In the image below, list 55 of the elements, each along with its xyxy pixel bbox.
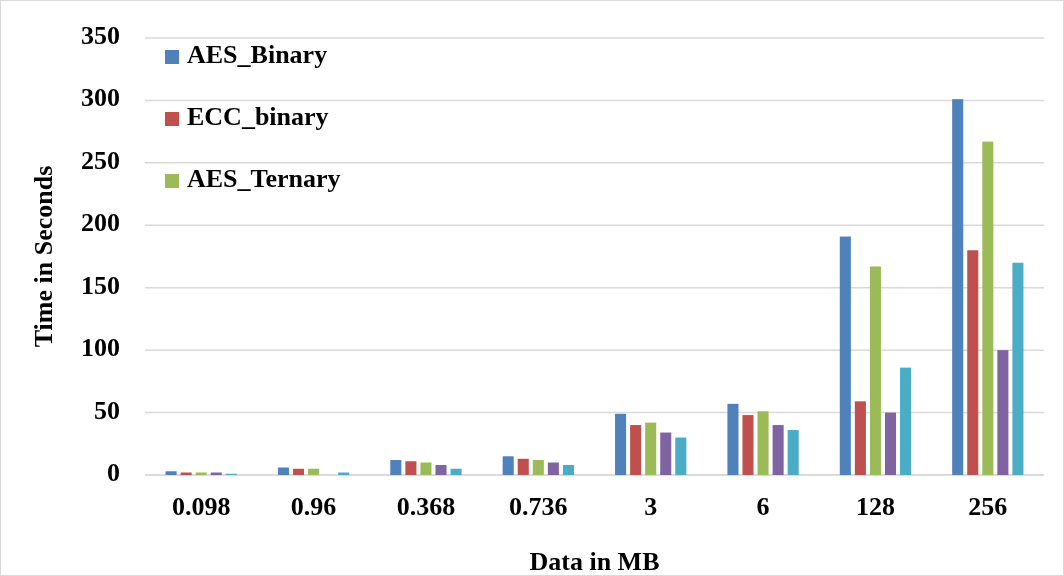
bar (727, 403, 739, 475)
bar (405, 461, 417, 475)
x-tick-label: 0.098 (171, 492, 231, 521)
bar (615, 413, 627, 475)
legend-label: AES_Ternary (187, 163, 341, 193)
bar (645, 422, 657, 475)
y-tick-label: 350 (81, 20, 120, 50)
bar (952, 99, 964, 475)
bar (420, 462, 432, 475)
y-tick-label: 250 (81, 145, 120, 175)
bar (517, 458, 529, 475)
x-tick-label: 0.736 (509, 492, 568, 521)
x-tick-label: 0.368 (396, 492, 456, 521)
bar (435, 465, 447, 475)
bar (450, 468, 462, 475)
bar (562, 465, 574, 475)
bar (277, 467, 289, 475)
bar (390, 460, 402, 475)
y-tick-label: 200 (81, 208, 120, 238)
bar (869, 266, 881, 475)
y-tick-label: 0 (107, 457, 120, 487)
x-axis-title: Data in MB (529, 547, 660, 576)
bar (997, 350, 1009, 475)
bar (308, 468, 320, 475)
bar (1012, 262, 1024, 475)
bar (532, 460, 544, 475)
bar (165, 471, 177, 475)
bar (547, 462, 559, 475)
bar (292, 468, 305, 475)
bar (787, 430, 799, 475)
y-axis-title: Time in Seconds (29, 165, 58, 348)
y-tick-label: 50 (94, 395, 120, 425)
y-tick-label: 300 (81, 83, 120, 113)
y-tick-label: 150 (81, 270, 120, 300)
bar (742, 415, 754, 475)
legend-label: ECC_binary (187, 101, 329, 131)
x-tick-label: 6 (756, 492, 770, 521)
bar (884, 412, 897, 475)
bar (660, 432, 672, 475)
y-tick-label: 100 (81, 333, 120, 363)
bar (900, 367, 912, 475)
bar (854, 401, 866, 475)
x-tick-label: 0.96 (290, 492, 337, 521)
bar (502, 456, 514, 475)
bar (982, 141, 994, 475)
x-tick-label: 256 (968, 492, 1008, 521)
x-tick-label: 3 (644, 492, 658, 521)
bar (967, 250, 979, 475)
bar (772, 425, 784, 475)
x-tick-label: 128 (855, 492, 895, 521)
bar (757, 411, 769, 475)
bar (630, 425, 642, 475)
bar (675, 437, 687, 475)
bar (839, 236, 851, 475)
legend-label: AES_Binary (187, 39, 328, 69)
